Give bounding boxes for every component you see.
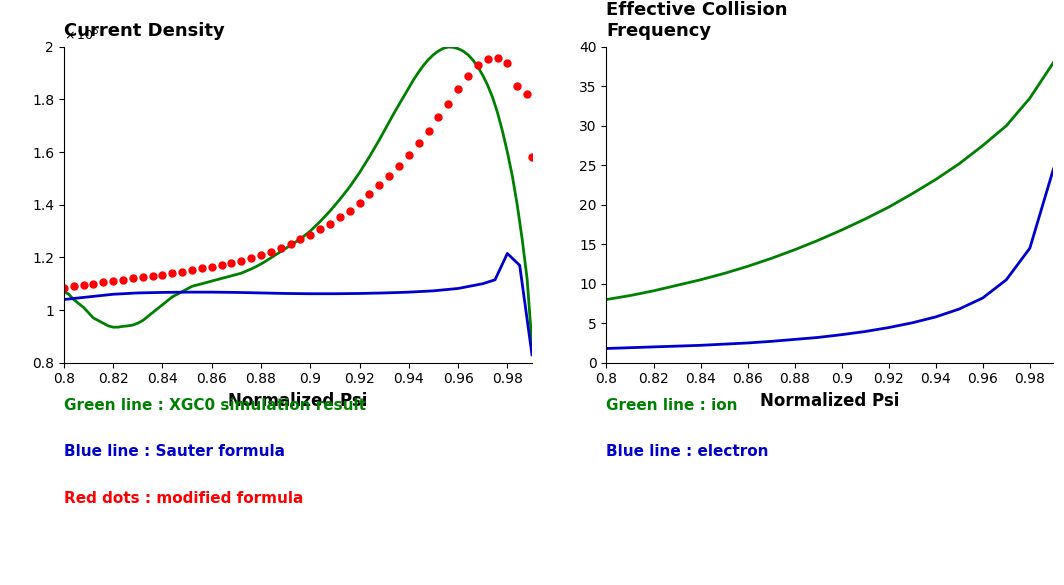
Text: Red dots : modified formula: Red dots : modified formula xyxy=(64,491,303,506)
Text: Blue line : Sauter formula: Blue line : Sauter formula xyxy=(64,444,285,459)
Text: Blue line : electron: Blue line : electron xyxy=(606,444,769,459)
Text: $\times\,10^5$: $\times\,10^5$ xyxy=(64,27,99,43)
Text: Green line : XGC0 simulation result: Green line : XGC0 simulation result xyxy=(64,397,366,412)
X-axis label: Normalized Psi: Normalized Psi xyxy=(761,392,899,410)
Text: Green line : ion: Green line : ion xyxy=(606,397,738,412)
X-axis label: Normalized Psi: Normalized Psi xyxy=(229,392,367,410)
Text: Effective Collision
Frequency: Effective Collision Frequency xyxy=(606,1,788,40)
Text: Current Density: Current Density xyxy=(64,22,225,40)
